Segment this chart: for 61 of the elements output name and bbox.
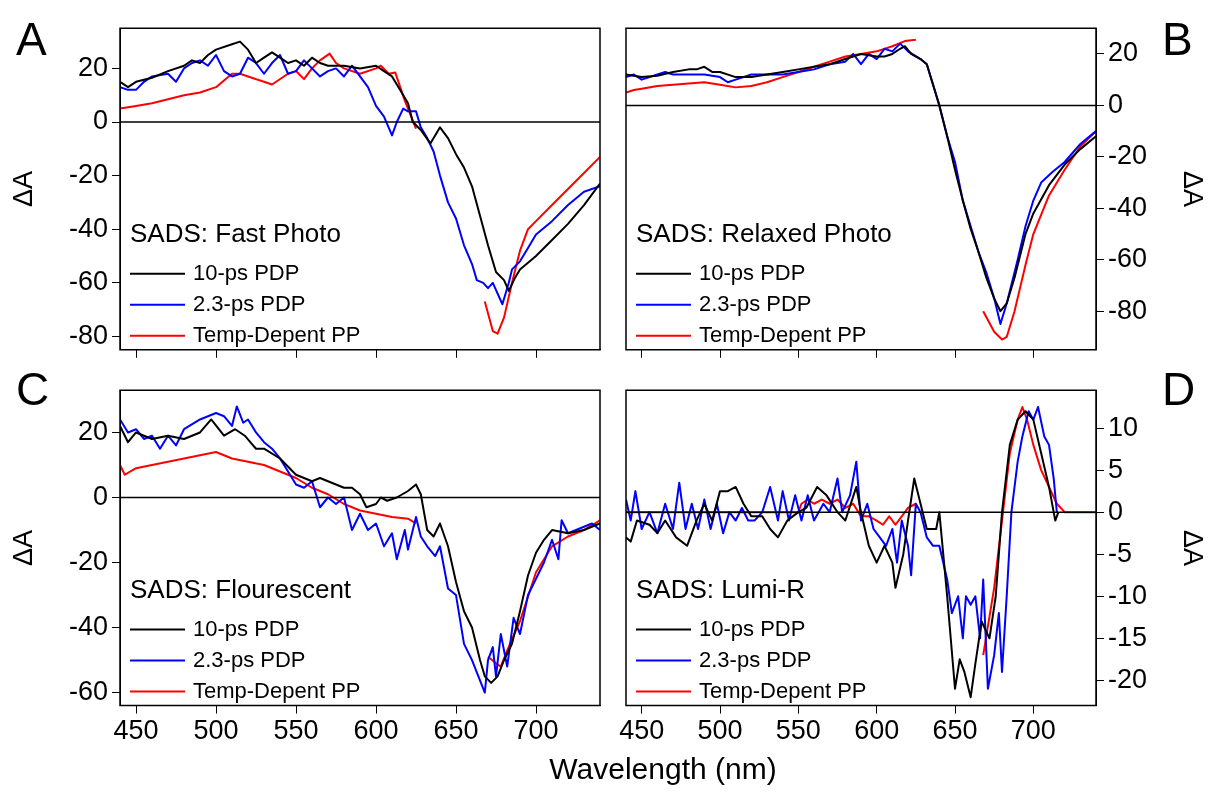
x-tick-label: 450 <box>113 715 159 746</box>
y-tick-label: 5 <box>1108 453 1124 484</box>
legend-label: Temp-Depent PP <box>699 321 867 347</box>
y-tick-label: 0 <box>92 480 108 511</box>
x-tick-label: 500 <box>697 715 743 746</box>
y-tick-label: 0 <box>1108 495 1124 526</box>
x-tick-label: 700 <box>513 715 559 746</box>
y-tick-label: -40 <box>68 611 108 642</box>
legend-label: 10-ps PDP <box>699 615 806 641</box>
x-axis-title: Wavelength (nm) <box>548 752 778 786</box>
x-tick-label: 500 <box>193 715 239 746</box>
legend-label: 2.3-ps PDP <box>193 646 306 672</box>
chart-title: B <box>1162 13 1193 65</box>
y-tick-label: 10 <box>1108 411 1139 442</box>
y-tick-label: -5 <box>1108 537 1133 568</box>
legend-label: 10-ps PDP <box>193 615 300 641</box>
y-tick-label: -10 <box>1108 579 1148 610</box>
y-tick-label: -20 <box>68 159 108 190</box>
legend-label: Temp-Depent PP <box>193 321 361 347</box>
legend-label: 10-ps PDP <box>699 259 806 285</box>
y-tick-label: 20 <box>1108 37 1139 68</box>
y-tick-label: -20 <box>1108 663 1148 694</box>
legend-label: 10-ps PDP <box>193 259 300 285</box>
chart-title: C <box>16 363 50 415</box>
legend-title: SADS: Fast Photo <box>130 217 341 248</box>
y-tick-label: -60 <box>1108 243 1148 274</box>
legend-label: Temp-Depent PP <box>193 677 361 703</box>
y-tick-label: 20 <box>77 415 108 446</box>
y-axis-title: ΔA <box>7 170 38 208</box>
y-tick-label: -20 <box>1108 140 1148 171</box>
legend-title: SADS: Lumi-R <box>636 573 806 604</box>
x-tick-label: 600 <box>353 715 399 746</box>
y-axis-title: ΔA <box>1178 170 1208 208</box>
legend-label: 2.3-ps PDP <box>699 290 812 316</box>
y-tick-label: -20 <box>68 545 108 576</box>
y-tick-label: 0 <box>92 105 108 136</box>
y-tick-label: -15 <box>1108 621 1148 652</box>
y-tick-label: -80 <box>68 319 108 350</box>
x-tick-label: 550 <box>775 715 821 746</box>
legend-label: 2.3-ps PDP <box>193 290 306 316</box>
x-tick-label: 650 <box>932 715 978 746</box>
y-tick-label: 0 <box>1108 88 1124 119</box>
x-tick-label: 650 <box>433 715 479 746</box>
y-tick-label: -60 <box>68 266 108 297</box>
y-tick-label: 20 <box>77 51 108 82</box>
y-tick-label: -60 <box>68 676 108 707</box>
x-tick-label: 550 <box>273 715 319 746</box>
y-axis-title: ΔA <box>7 529 38 566</box>
y-axis-title: ΔA <box>1178 529 1208 566</box>
y-tick-label: -40 <box>1108 191 1148 222</box>
x-tick-label: 700 <box>1010 715 1056 746</box>
legend-label: 2.3-ps PDP <box>699 646 812 672</box>
chart-title: A <box>16 13 47 65</box>
x-tick-label: 450 <box>619 715 665 746</box>
chart-title: D <box>1162 363 1196 415</box>
y-tick-label: -80 <box>1108 294 1148 325</box>
legend-title: SADS: Relaxed Photo <box>636 217 892 248</box>
y-tick-label: -40 <box>68 212 108 243</box>
legend-label: Temp-Depent PP <box>699 677 867 703</box>
legend-title: SADS: Flourescent <box>130 573 352 604</box>
x-tick-label: 600 <box>854 715 900 746</box>
